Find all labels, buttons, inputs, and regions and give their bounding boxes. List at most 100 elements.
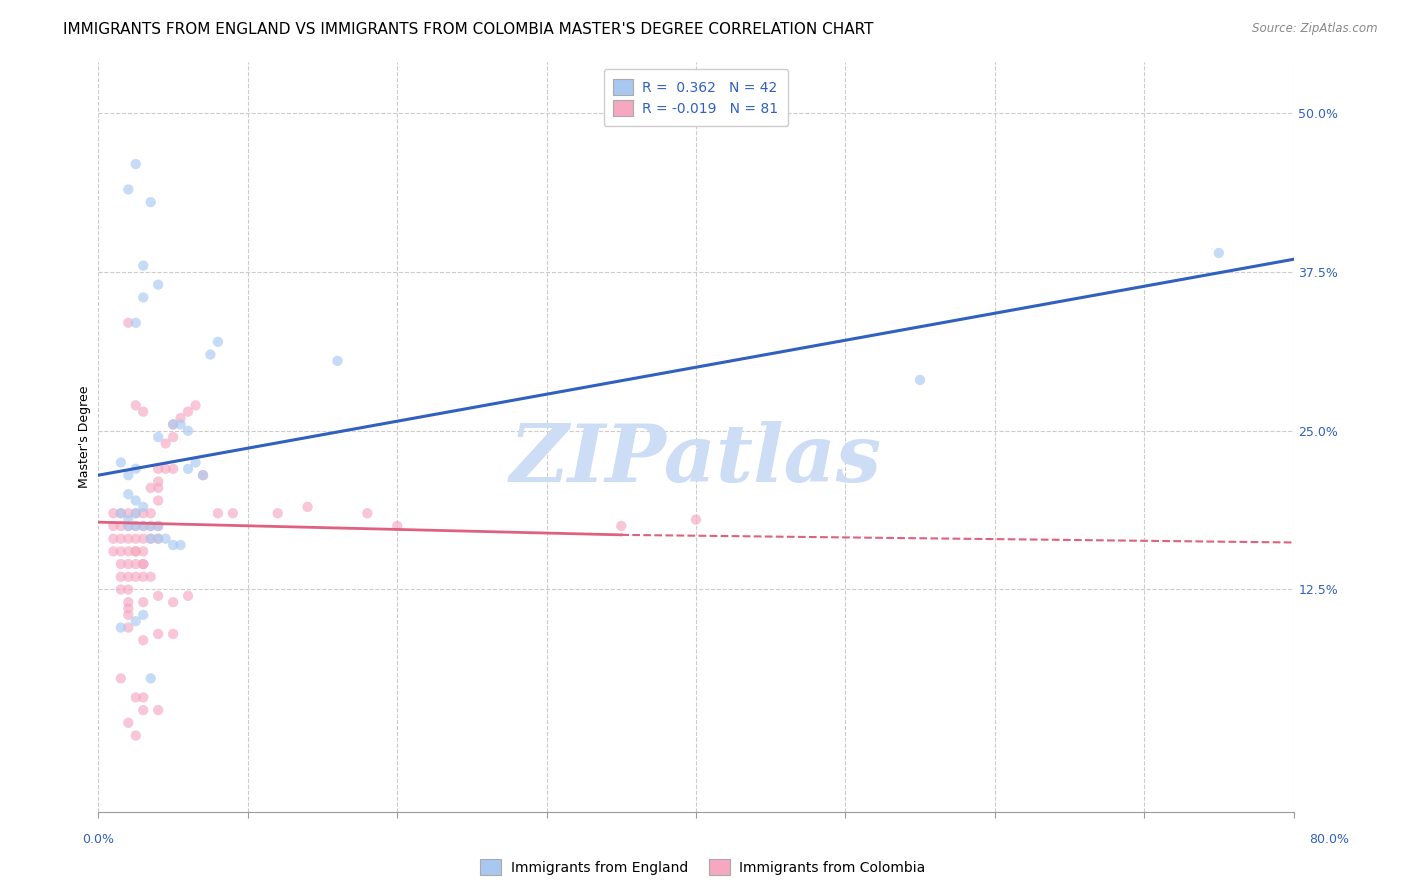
- Point: [139, 506, 162, 520]
- Point: [110, 532, 132, 546]
- Point: [148, 493, 170, 508]
- Point: [297, 500, 319, 514]
- Point: [117, 532, 139, 546]
- Point: [110, 544, 132, 558]
- Point: [148, 532, 170, 546]
- Point: [139, 481, 162, 495]
- Point: [148, 703, 170, 717]
- Point: [125, 544, 148, 558]
- Point: [162, 595, 184, 609]
- Point: [125, 729, 148, 743]
- Point: [117, 544, 139, 558]
- Point: [162, 538, 184, 552]
- Point: [125, 157, 148, 171]
- Point: [184, 455, 207, 469]
- Point: [162, 462, 184, 476]
- Point: [177, 462, 200, 476]
- Point: [177, 424, 200, 438]
- Point: [148, 532, 170, 546]
- Point: [191, 468, 214, 483]
- Point: [117, 570, 139, 584]
- Point: [148, 589, 170, 603]
- Point: [184, 398, 207, 412]
- Point: [103, 544, 125, 558]
- Point: [125, 316, 148, 330]
- Point: [148, 462, 170, 476]
- Point: [132, 595, 155, 609]
- Point: [132, 633, 155, 648]
- Legend: R =  0.362   N = 42, R = -0.019   N = 81: R = 0.362 N = 42, R = -0.019 N = 81: [603, 70, 789, 126]
- Point: [148, 277, 170, 292]
- Point: [110, 506, 132, 520]
- Point: [132, 405, 155, 419]
- Point: [125, 557, 148, 571]
- Point: [132, 500, 155, 514]
- Point: [132, 557, 155, 571]
- Point: [117, 601, 139, 615]
- Point: [132, 607, 155, 622]
- Point: [326, 354, 349, 368]
- Point: [117, 316, 139, 330]
- Point: [117, 468, 139, 483]
- Y-axis label: Master's Degree: Master's Degree: [77, 386, 91, 488]
- Point: [200, 347, 222, 361]
- Legend: Immigrants from England, Immigrants from Colombia: Immigrants from England, Immigrants from…: [475, 854, 931, 880]
- Point: [169, 417, 191, 432]
- Point: [148, 475, 170, 489]
- Point: [110, 455, 132, 469]
- Point: [125, 506, 148, 520]
- Point: [117, 519, 139, 533]
- Point: [169, 538, 191, 552]
- Point: [207, 334, 229, 349]
- Text: ZIPatlas: ZIPatlas: [510, 421, 882, 499]
- Point: [385, 519, 409, 533]
- Point: [117, 513, 139, 527]
- Point: [1208, 246, 1230, 260]
- Point: [162, 417, 184, 432]
- Point: [117, 519, 139, 533]
- Point: [117, 607, 139, 622]
- Point: [103, 532, 125, 546]
- Point: [132, 544, 155, 558]
- Point: [139, 519, 162, 533]
- Point: [110, 621, 132, 635]
- Point: [162, 430, 184, 444]
- Point: [117, 595, 139, 609]
- Text: IMMIGRANTS FROM ENGLAND VS IMMIGRANTS FROM COLOMBIA MASTER'S DEGREE CORRELATION : IMMIGRANTS FROM ENGLAND VS IMMIGRANTS FR…: [63, 22, 873, 37]
- Point: [148, 627, 170, 641]
- Point: [132, 519, 155, 533]
- Point: [125, 519, 148, 533]
- Point: [125, 532, 148, 546]
- Point: [125, 506, 148, 520]
- Point: [267, 506, 290, 520]
- Point: [110, 672, 132, 686]
- Text: Source: ZipAtlas.com: Source: ZipAtlas.com: [1253, 22, 1378, 36]
- Text: 0.0%: 0.0%: [83, 833, 114, 846]
- Text: 80.0%: 80.0%: [1309, 833, 1348, 846]
- Point: [117, 582, 139, 597]
- Point: [155, 532, 177, 546]
- Point: [139, 532, 162, 546]
- Point: [685, 513, 707, 527]
- Point: [155, 436, 177, 450]
- Point: [207, 506, 229, 520]
- Point: [148, 481, 170, 495]
- Point: [132, 519, 155, 533]
- Point: [148, 430, 170, 444]
- Point: [110, 557, 132, 571]
- Point: [356, 506, 378, 520]
- Point: [908, 373, 931, 387]
- Point: [139, 532, 162, 546]
- Point: [110, 582, 132, 597]
- Point: [110, 506, 132, 520]
- Point: [117, 487, 139, 501]
- Point: [125, 570, 148, 584]
- Point: [177, 405, 200, 419]
- Point: [155, 462, 177, 476]
- Point: [222, 506, 245, 520]
- Point: [110, 519, 132, 533]
- Point: [125, 519, 148, 533]
- Point: [117, 715, 139, 730]
- Point: [125, 690, 148, 705]
- Point: [117, 621, 139, 635]
